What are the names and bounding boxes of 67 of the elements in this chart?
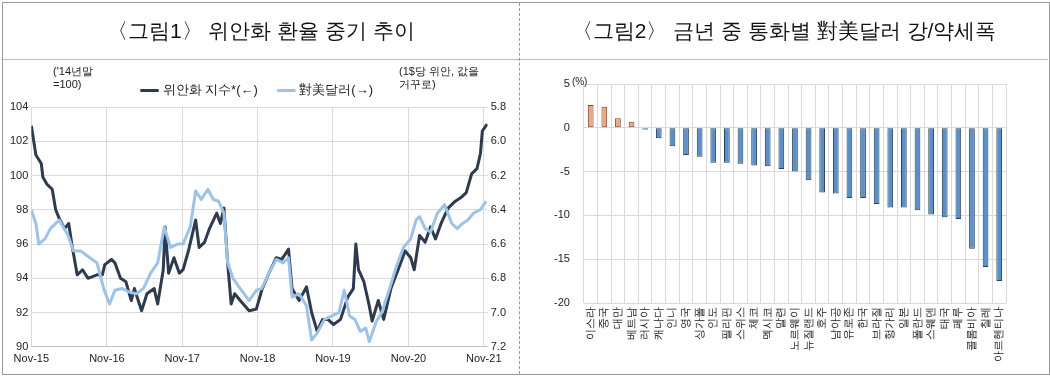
x-tick-label: Nov-19 <box>315 352 351 365</box>
x-tick-label: 유로존 <box>842 307 855 340</box>
y-tick-label: 90 <box>16 339 29 352</box>
x-tick-label: 싱가폴 <box>692 307 705 340</box>
x-tick-label: Nov-21 <box>466 352 502 365</box>
x-tick-label: Nov-17 <box>164 352 200 365</box>
y2-tick-label: 6.8 <box>490 271 507 284</box>
y2-tick-label: 6.6 <box>490 237 507 250</box>
x-tick-label: 한국 <box>856 307 869 329</box>
y-tick-label: -20 <box>553 296 570 309</box>
x-tick-label: 말련 <box>774 307 787 329</box>
y-axis-title: (%) <box>571 75 588 87</box>
x-tick-label: 러시아 <box>638 307 651 340</box>
x-tick-label: 일본 <box>896 307 909 329</box>
y-tick-label: 0 <box>563 120 570 133</box>
x-tick-label: 태국 <box>937 307 950 329</box>
y-tick-label: 102 <box>9 134 29 147</box>
x-tick-label: 남아공 <box>828 307 841 340</box>
x-tick-label: 멕시코 <box>760 307 773 340</box>
x-tick-label: 이스라 <box>583 307 596 340</box>
x-tick-label: 인도 <box>706 307 719 329</box>
x-tick-label: 대만 <box>610 307 623 329</box>
x-tick-label: 중국 <box>597 307 610 329</box>
x-tick-label: 노르웨이 <box>787 307 800 351</box>
y-tick-label: -10 <box>553 208 570 221</box>
legend-label: 위안화 지수*(←) <box>162 82 258 98</box>
x-tick-label: 영국 <box>679 307 692 329</box>
x-tick-label: Nov-18 <box>239 352 276 365</box>
x-tick-label: 폴란드 <box>910 307 923 340</box>
y2-tick-label: 7.0 <box>490 305 507 318</box>
y2-tick-label: 6.0 <box>490 134 507 147</box>
y-tick-label: 100 <box>9 168 29 181</box>
y-tick-label: 98 <box>16 202 29 215</box>
x-tick-label: 콜롬비아 <box>964 307 977 351</box>
y2-tick-label: 7.2 <box>490 339 507 352</box>
x-tick-label: 아르헨티나 <box>992 307 1005 362</box>
legend-label: 對美달러(→) <box>299 82 374 98</box>
y-tick-label: 104 <box>9 100 29 113</box>
x-tick-label: 호주 <box>815 307 828 329</box>
chart-title: 〈그림1〉 위안화 환율 중기 추이 <box>3 3 519 60</box>
x-tick-label: 인니 <box>665 307 678 329</box>
x-tick-label: 칠레 <box>978 307 991 329</box>
chart-title: 〈그림2〉 금년 중 통화별 對美달러 강/약세폭 <box>520 3 1048 60</box>
x-tick-label: Nov-20 <box>390 352 427 365</box>
x-tick-label: 베트남 <box>624 307 637 340</box>
x-tick-label: 캐나다 <box>651 307 664 340</box>
x-tick-label: Nov-15 <box>13 352 50 365</box>
x-tick-label: 스웨덴 <box>924 307 937 340</box>
y-tick-label: 94 <box>16 271 29 284</box>
y-tick-label: 5 <box>563 77 570 90</box>
y-tick-label: 92 <box>16 305 29 318</box>
x-tick-label: 브라질 <box>869 307 882 340</box>
x-tick-label: 스위스 <box>733 307 746 340</box>
x-tick-label: 페루 <box>951 307 964 329</box>
x-tick-label: 체코 <box>747 307 760 329</box>
y2-tick-label: 6.4 <box>490 202 507 215</box>
y-tick-label: -5 <box>560 164 570 177</box>
x-tick-label: Nov-16 <box>89 352 125 365</box>
x-tick-label: 필리핀 <box>719 307 732 340</box>
text: (1$당 위안, 값을 거꾸로) <box>399 65 481 91</box>
y2-tick-label: 6.2 <box>490 168 507 181</box>
x-tick-label: 헝가리 <box>883 307 896 340</box>
y-tick-label: 96 <box>16 237 29 250</box>
y-tick-label: -15 <box>553 252 570 265</box>
y2-tick-label: 5.8 <box>490 100 507 113</box>
text: ('14년말 =100) <box>53 65 94 91</box>
x-tick-label: 뉴질랜드 <box>801 307 814 351</box>
